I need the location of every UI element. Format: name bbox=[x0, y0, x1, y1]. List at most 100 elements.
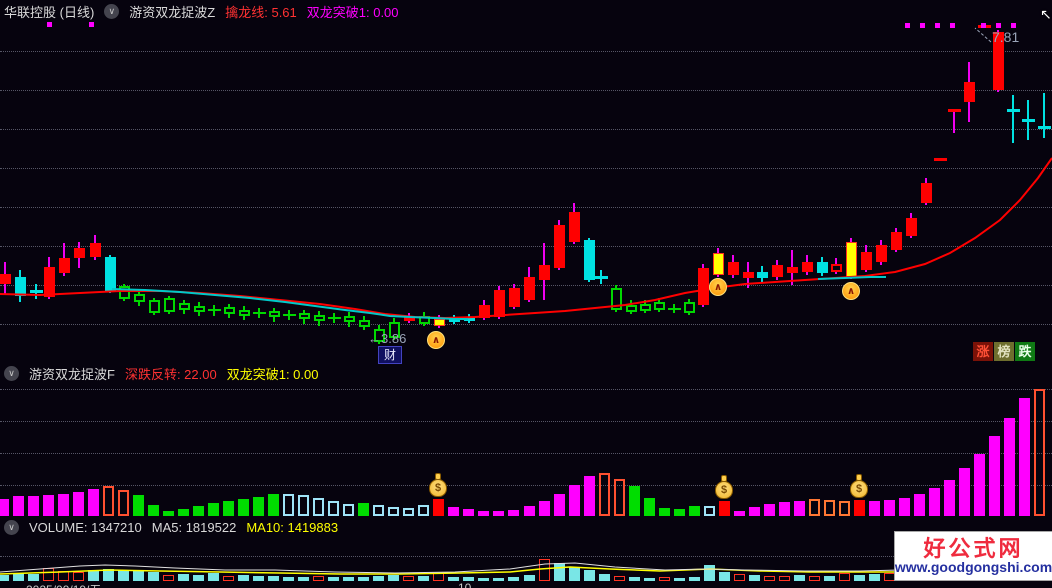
volume-bar bbox=[689, 577, 700, 581]
indicator-name: 游资双龙捉波Z bbox=[129, 4, 216, 20]
rank-board-button[interactable]: 榜 bbox=[994, 342, 1014, 361]
indicator-bar bbox=[463, 509, 474, 516]
indicator-bar bbox=[944, 480, 955, 516]
candle-body bbox=[239, 310, 250, 316]
volume-bar bbox=[854, 575, 865, 581]
indicator-bar bbox=[644, 498, 655, 516]
candle-body bbox=[861, 252, 872, 270]
candle-body bbox=[509, 288, 520, 307]
candle-body bbox=[802, 262, 813, 272]
rank-up-button[interactable]: 涨 bbox=[973, 342, 993, 361]
indicator-bar bbox=[118, 490, 129, 516]
volume-bar bbox=[358, 577, 369, 581]
volume-bar bbox=[148, 572, 159, 581]
indicator-bar bbox=[208, 503, 219, 516]
indicator-panel-header: ∨ 游资双龙捉波F 深跌反转: 22.00 双龙突破1: 0.00 bbox=[0, 362, 1052, 384]
coin-icon: ∧ bbox=[842, 282, 860, 300]
volume-bar bbox=[629, 577, 640, 581]
indicator-bar bbox=[629, 486, 640, 516]
signal-dot bbox=[996, 23, 1001, 28]
candle-cross bbox=[668, 308, 681, 310]
volume-bar bbox=[193, 575, 204, 581]
volume-bar bbox=[659, 577, 670, 581]
candle-cross bbox=[1022, 119, 1035, 122]
indicator-bar bbox=[43, 495, 54, 516]
cai-badge: 财 bbox=[378, 346, 403, 364]
volume-bar bbox=[43, 568, 54, 581]
candle-body bbox=[569, 212, 580, 242]
candle-body bbox=[626, 305, 637, 312]
money-bag-icon: $ bbox=[714, 475, 734, 500]
candle-body bbox=[654, 302, 665, 310]
indicator-bar bbox=[73, 492, 84, 516]
candle-body bbox=[743, 272, 754, 278]
indicator-bar bbox=[343, 504, 354, 516]
indicator-chart[interactable] bbox=[0, 384, 1052, 516]
volume-bar bbox=[268, 576, 279, 581]
indicator-bar bbox=[869, 501, 880, 516]
indicator-bar bbox=[133, 495, 144, 516]
candle-dash bbox=[934, 158, 947, 161]
indicator-bar bbox=[1004, 418, 1015, 516]
volume-bar bbox=[719, 572, 730, 581]
indicator-bar bbox=[674, 509, 685, 516]
chevron-down-icon[interactable]: ∨ bbox=[4, 519, 19, 535]
candle-body bbox=[921, 183, 932, 203]
volume-bar bbox=[614, 576, 625, 581]
candle-dash bbox=[948, 109, 961, 112]
volume-bar bbox=[58, 571, 69, 581]
rank-down-button[interactable]: 跌 bbox=[1015, 342, 1035, 361]
signal-dot bbox=[935, 23, 940, 28]
indicator-bar bbox=[403, 508, 414, 516]
candle-cross bbox=[283, 314, 296, 316]
indicator-bar bbox=[764, 504, 775, 516]
candle-body bbox=[314, 315, 325, 321]
volume-bar bbox=[734, 574, 745, 581]
volume-bar bbox=[418, 576, 429, 581]
candle-body bbox=[817, 262, 828, 273]
volume-bar bbox=[253, 576, 264, 581]
ma10-value: MA10: 1419883 bbox=[246, 519, 339, 535]
indicator-bar bbox=[839, 501, 850, 516]
indicator-bar bbox=[148, 505, 159, 516]
indicator-name: 游资双龙捉波F bbox=[29, 366, 115, 382]
chevron-down-icon[interactable]: ∨ bbox=[4, 365, 19, 381]
money-bag-icon: $ bbox=[428, 473, 448, 498]
indicator-bar bbox=[1019, 398, 1030, 516]
low-price-label: ←3.86 bbox=[368, 331, 407, 346]
money-bag-icon: $ bbox=[849, 474, 869, 499]
indicator-bar bbox=[58, 494, 69, 516]
indicator-bar bbox=[914, 494, 925, 516]
candle-body bbox=[846, 242, 857, 277]
indicator-bar bbox=[433, 499, 444, 516]
candle-body bbox=[389, 322, 400, 338]
volume-bar bbox=[328, 577, 339, 581]
indicator-bar bbox=[508, 510, 519, 516]
volume-bar bbox=[283, 577, 294, 581]
coin-icon: ∧ bbox=[709, 278, 727, 296]
indicator-bar bbox=[28, 496, 39, 516]
chevron-down-icon[interactable]: ∨ bbox=[104, 3, 120, 19]
volume-bar bbox=[764, 576, 775, 581]
grid-line bbox=[0, 485, 1052, 486]
candle-body bbox=[359, 320, 370, 327]
grid-line bbox=[0, 389, 1052, 390]
candle-wick bbox=[1043, 93, 1045, 138]
grid-line bbox=[0, 129, 1052, 130]
indicator-bar bbox=[253, 497, 264, 516]
candle-body bbox=[964, 82, 975, 102]
indicator-bar bbox=[599, 473, 610, 516]
coin-icon: ∧ bbox=[427, 331, 445, 349]
candle-cross bbox=[1038, 126, 1051, 129]
candle-body bbox=[891, 232, 902, 250]
volume-bar bbox=[223, 576, 234, 581]
indicator-bar bbox=[448, 507, 459, 516]
month-tick-label: 10 bbox=[458, 581, 472, 588]
candle-body bbox=[134, 294, 145, 302]
grid-line bbox=[0, 421, 1052, 422]
volume-bar bbox=[88, 570, 99, 581]
indicator-bar bbox=[223, 501, 234, 516]
volume-bar bbox=[373, 576, 384, 581]
candle-body bbox=[876, 245, 887, 262]
